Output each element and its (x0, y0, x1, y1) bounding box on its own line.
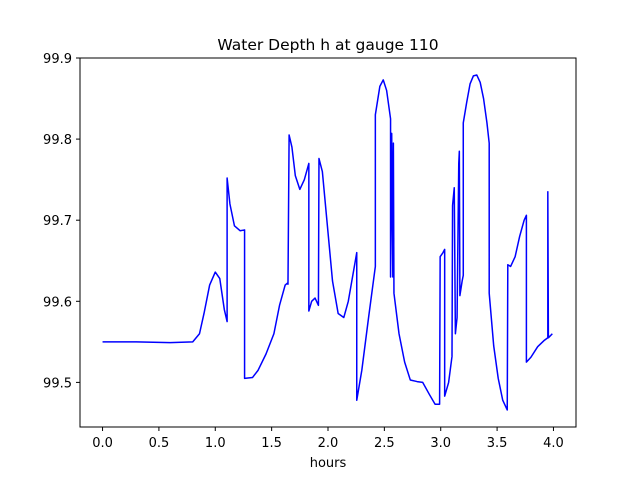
y-tick-label: 99.6 (43, 295, 72, 310)
x-tick-label: 2.5 (374, 436, 395, 451)
chart-title: Water Depth h at gauge 110 (217, 36, 438, 54)
x-tick-label: 1.5 (261, 436, 282, 451)
x-tick-label: 4.0 (543, 436, 564, 451)
x-tick-label: 3.5 (487, 436, 508, 451)
x-tick-label: 3.0 (430, 436, 451, 451)
plot-frame (79, 57, 577, 428)
y-tick-label: 99.5 (43, 376, 72, 391)
y-tick-label: 99.8 (43, 133, 72, 148)
x-tick-label: 1.0 (205, 436, 226, 451)
y-tick-label: 99.7 (43, 214, 72, 229)
x-tick-label: 0.5 (149, 436, 170, 451)
y-axis: 99.5 99.6 99.7 99.8 99.9 (43, 52, 80, 391)
x-axis-label: hours (310, 456, 347, 471)
plot-content (102, 74, 553, 411)
y-tick-label: 99.9 (43, 52, 72, 67)
x-axis: 0.0 0.5 1.0 1.5 2.0 2.5 3.0 3.5 4.0 (92, 427, 564, 451)
x-tick-label: 2.0 (318, 436, 339, 451)
series-line-0 (102, 74, 553, 411)
x-tick-label: 0.0 (92, 436, 113, 451)
